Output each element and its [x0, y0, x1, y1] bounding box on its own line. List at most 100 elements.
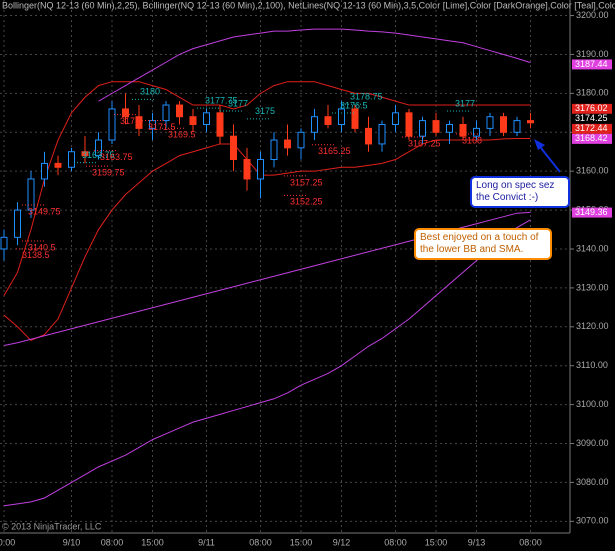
- candle-body: [486, 116, 494, 129]
- candle-body: [95, 139, 102, 157]
- candle-body: [41, 162, 48, 180]
- x-tick-label: 9/10: [63, 537, 81, 547]
- swing-high-label: 3176.5: [340, 100, 368, 110]
- copyright: © 2013 NinjaTrader, LLC: [2, 521, 102, 531]
- candle-body: [351, 108, 359, 129]
- y-tick-label: 3140.00: [576, 243, 609, 253]
- y-tick-label: 3090.00: [576, 438, 609, 448]
- swing-high-label: 3177: [455, 98, 475, 108]
- candle-body: [27, 178, 35, 211]
- candle-body: [68, 151, 75, 168]
- swing-low-label: 3138.5: [22, 250, 50, 260]
- price-marker-label: 3187.44: [575, 59, 608, 69]
- candle-body: [338, 108, 345, 125]
- candle-body: [189, 116, 197, 125]
- candle-body: [257, 159, 264, 180]
- candle-body: [446, 123, 453, 133]
- y-tick-label: 3160.00: [576, 166, 609, 176]
- swing-low-label: 3169.5: [168, 130, 196, 140]
- x-tick-label: 15:00: [141, 537, 164, 547]
- x-tick-label: 9/12: [333, 537, 351, 547]
- price-marker-label: 3174.25: [575, 113, 608, 123]
- swing-high-label: 3178.75: [350, 92, 383, 102]
- candle-body: [14, 209, 21, 238]
- y-tick-label: 3190.00: [576, 49, 609, 59]
- price-marker: [572, 123, 612, 134]
- price-marker-label: 3168.42: [575, 133, 608, 143]
- swing-low-label: 3149.75: [28, 206, 61, 216]
- swing-high-label: 3177.75: [205, 96, 238, 106]
- swing-low-label: 3165.25: [318, 146, 351, 156]
- swing-low-label: 3140.5: [28, 242, 56, 252]
- price-marker: [572, 207, 612, 218]
- candle-body: [176, 104, 183, 118]
- swing-low-label: 3152.25: [290, 197, 323, 207]
- candle-body: [54, 162, 62, 168]
- candle-body: [0, 236, 8, 250]
- candle-body: [459, 123, 467, 137]
- swing-high-label: 3180: [140, 87, 160, 97]
- candle-body: [162, 104, 170, 122]
- candle-body: [230, 135, 237, 161]
- band-line: [98, 28, 531, 102]
- candle-body: [527, 120, 534, 124]
- swing-low-label: 3171.5: [148, 122, 176, 132]
- candle-body: [108, 108, 116, 141]
- swing-low-label: 3157.25: [290, 177, 323, 187]
- candle-body: [324, 116, 332, 125]
- candle-body: [216, 112, 224, 137]
- x-tick-label: 15:00: [290, 537, 313, 547]
- candle-body: [500, 116, 507, 133]
- price-marker: [572, 103, 612, 114]
- callout-orange: Best enjoyed on a touch of the lower BB …: [414, 228, 552, 260]
- swing-high-label: 3175: [255, 106, 275, 116]
- candle-body: [473, 127, 480, 137]
- price-marker-label: 3172.44: [575, 123, 608, 133]
- candle-body: [513, 120, 521, 133]
- candle-body: [419, 120, 426, 137]
- swing-high-label: 3163.75: [82, 150, 115, 160]
- band-line: [3, 138, 531, 342]
- x-tick-label: 08:00: [384, 537, 407, 547]
- candle-body: [270, 139, 278, 161]
- candle-body: [243, 159, 251, 180]
- y-tick-label: 3120.00: [576, 321, 609, 331]
- x-tick-label: 08:00: [249, 537, 272, 547]
- x-tick-label: 08:00: [101, 537, 124, 547]
- candle-body: [311, 116, 318, 133]
- candle-body: [297, 131, 305, 149]
- swing-low-label: 3167.25: [408, 138, 441, 148]
- candle-body: [203, 112, 210, 125]
- arrow-head: [534, 139, 545, 150]
- price-marker: [572, 133, 612, 144]
- y-tick-label: 3080.00: [576, 477, 609, 487]
- price-marker: [572, 113, 612, 124]
- y-tick-label: 3200.00: [576, 10, 609, 20]
- candle-body: [392, 112, 399, 125]
- candle-body: [149, 120, 156, 129]
- band-line: [3, 81, 531, 296]
- candle-body: [122, 108, 129, 118]
- swing-low-label: 3168: [462, 135, 482, 145]
- price-marker-label: 3176.02: [575, 103, 608, 113]
- swing-low-label: 3159.75: [92, 168, 125, 178]
- swing-low-label: 3163.75: [100, 152, 133, 162]
- candle-body: [284, 139, 291, 149]
- candle-body: [405, 112, 413, 137]
- x-tick-label: 08:00: [519, 537, 542, 547]
- candle-body: [378, 123, 386, 145]
- candle-body: [365, 127, 372, 145]
- price-marker-label: 3149.36: [575, 207, 608, 217]
- candle-body: [135, 116, 143, 129]
- y-tick-label: 3070.00: [576, 516, 609, 526]
- y-tick-label: 3130.00: [576, 282, 609, 292]
- y-tick-label: 3110.00: [576, 360, 608, 370]
- y-tick-label: 3100.00: [576, 399, 609, 409]
- x-tick-label: 20:00: [0, 537, 15, 547]
- price-marker: [572, 59, 612, 70]
- y-tick-label: 3180.00: [576, 88, 609, 98]
- x-tick-label: 15:00: [425, 537, 448, 547]
